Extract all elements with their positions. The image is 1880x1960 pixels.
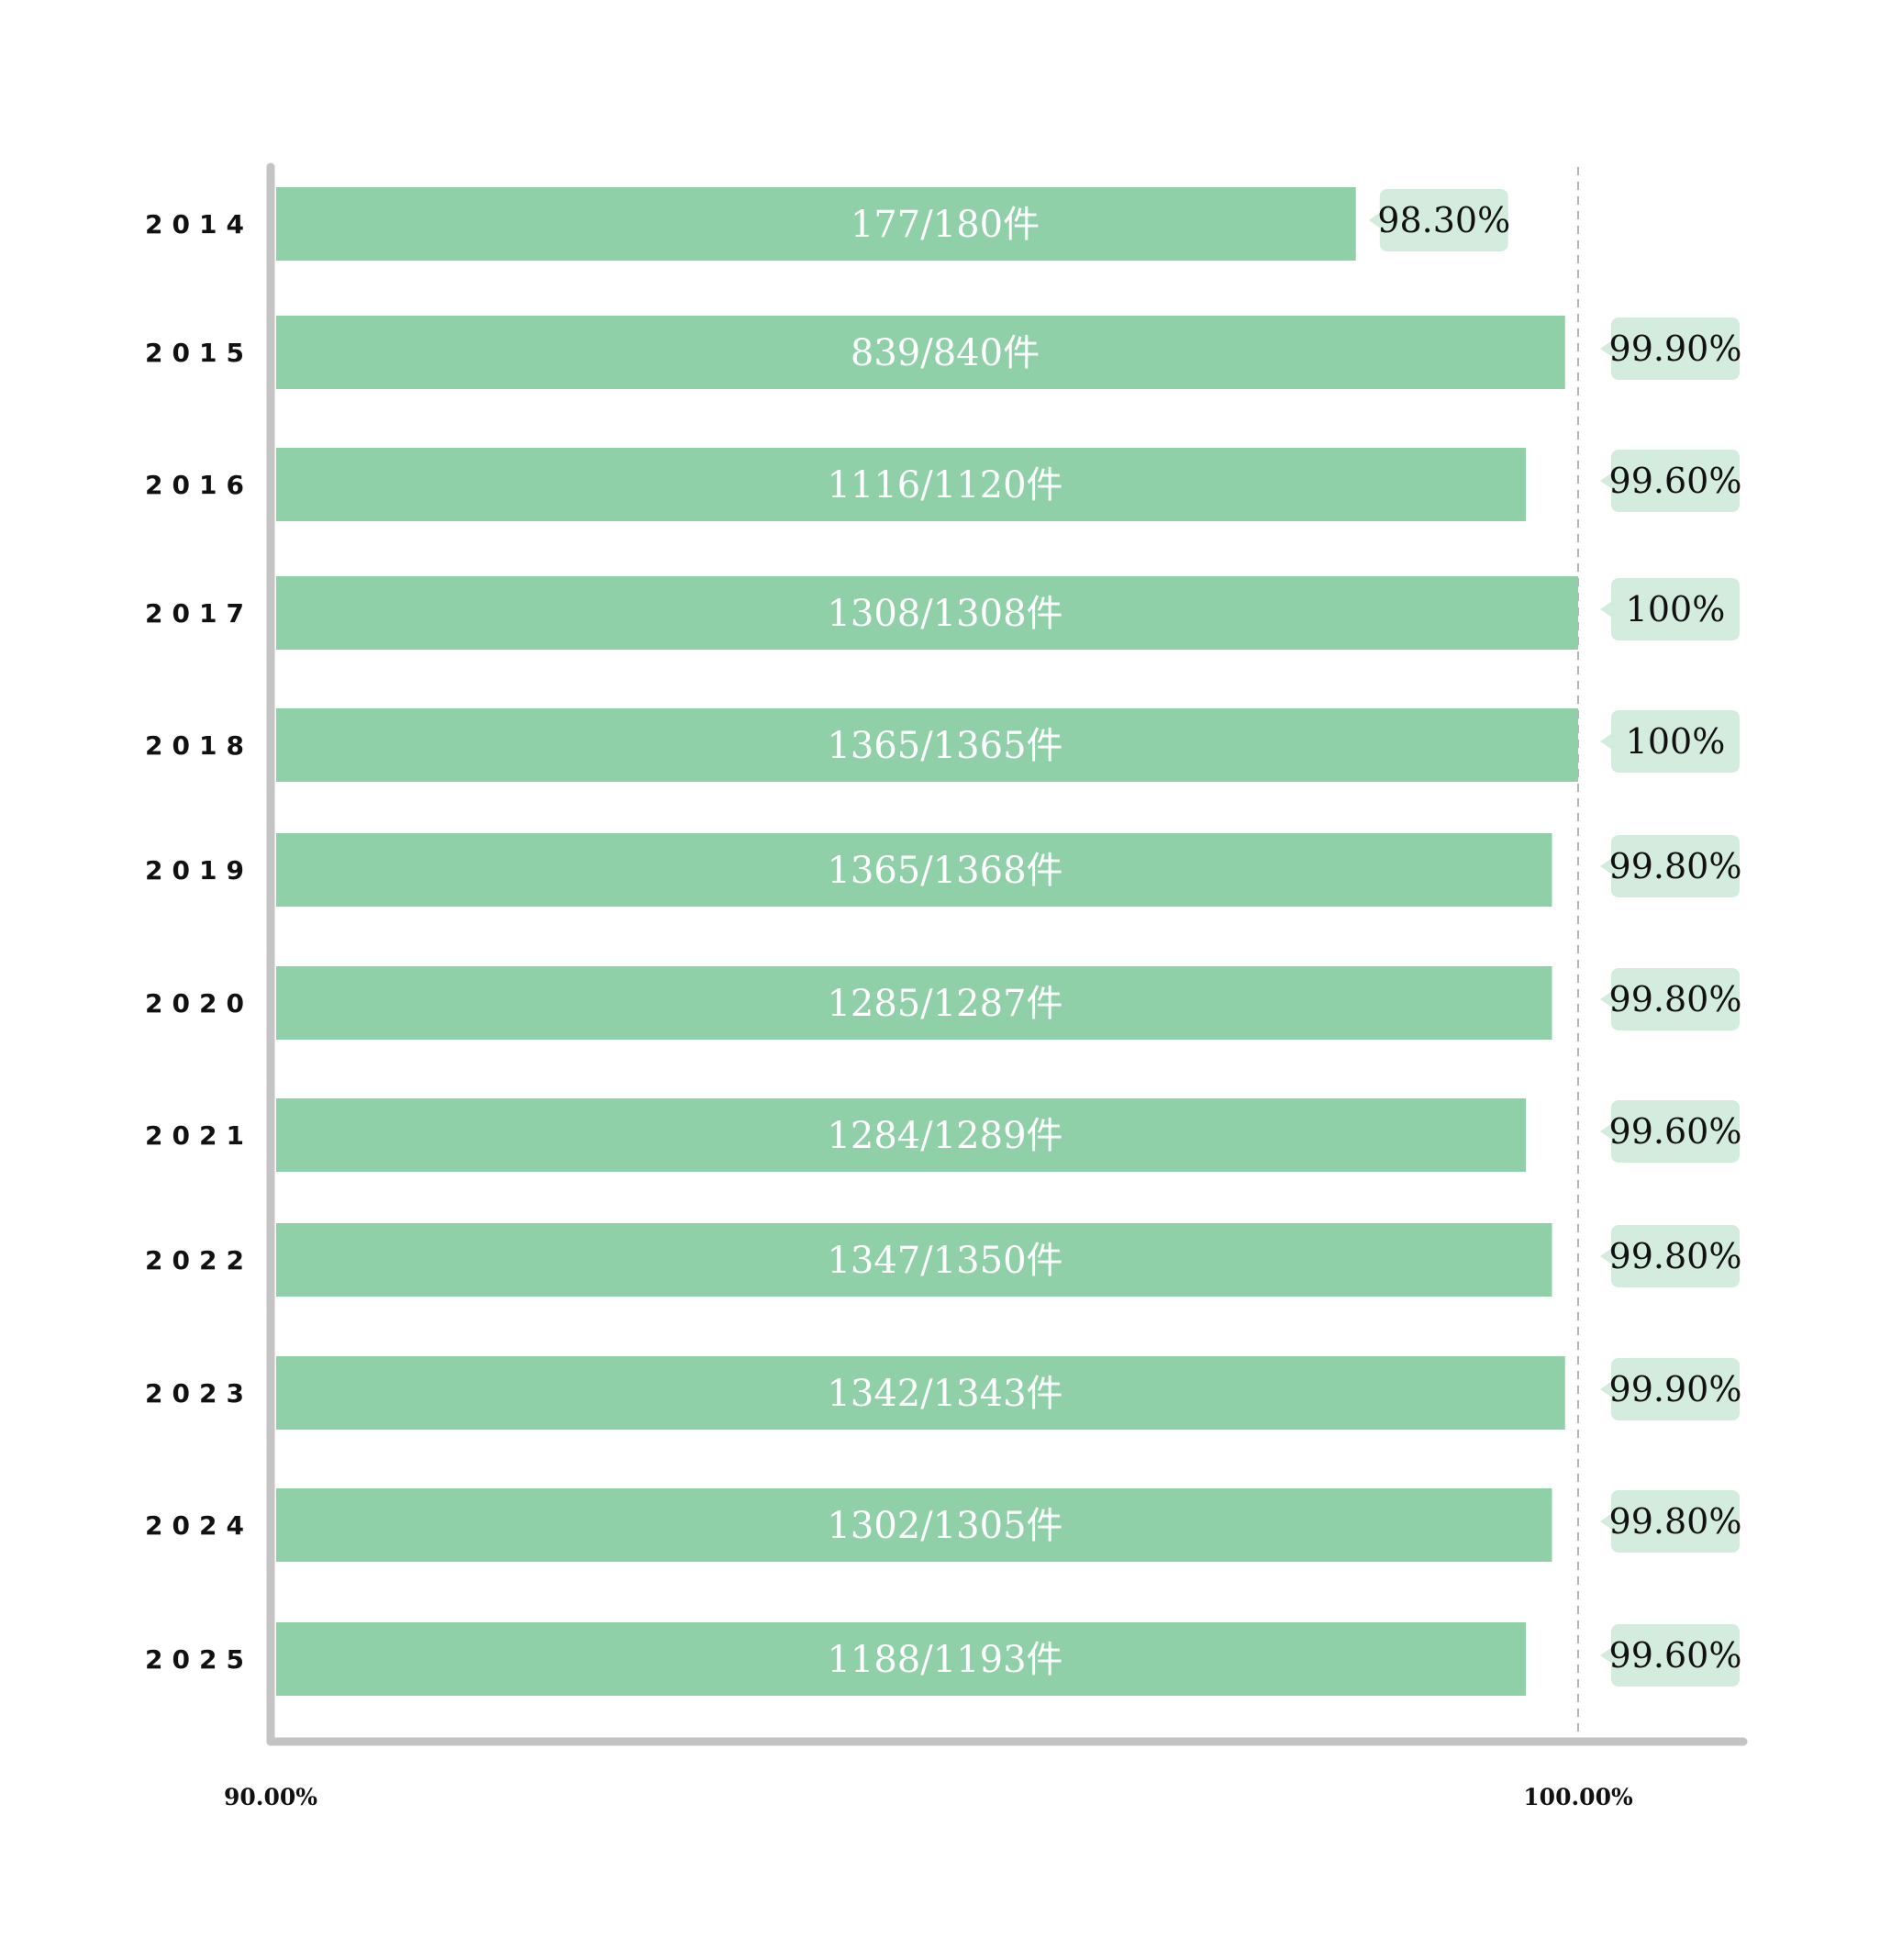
bar — [276, 966, 1552, 1040]
category-label: 2024 — [145, 1510, 253, 1541]
value-label: 99.80% — [1609, 846, 1742, 886]
category-label: 2018 — [145, 730, 253, 761]
category-label: 2022 — [145, 1245, 253, 1275]
value-label-box — [1611, 450, 1740, 512]
bar-count-label: 1284/1289件 — [827, 1115, 1062, 1157]
category-label: 2025 — [145, 1644, 253, 1675]
bar-count-label: 1116/1120件 — [827, 464, 1062, 507]
bar — [276, 1356, 1565, 1430]
bar-count-label: 1302/1305件 — [827, 1505, 1062, 1547]
value-label-pointer — [1600, 1123, 1612, 1140]
value-label-box — [1611, 1490, 1740, 1553]
x-tick-label: 90.00% — [224, 1784, 317, 1810]
value-label: 99.80% — [1609, 1236, 1742, 1276]
bar — [276, 448, 1526, 521]
value-label-pointer — [1368, 212, 1381, 228]
bar-count-label: 1342/1343件 — [827, 1373, 1062, 1415]
category-label: 2019 — [145, 855, 253, 885]
bar — [276, 708, 1578, 782]
bar-count-label: 1347/1350件 — [827, 1240, 1062, 1282]
value-label-pointer — [1600, 991, 1612, 1008]
axis-layer — [266, 162, 1748, 1746]
value-label: 99.60% — [1609, 461, 1742, 501]
bar — [276, 1223, 1552, 1297]
category-label: 2015 — [145, 338, 253, 368]
bar-count-label: 839/840件 — [851, 332, 1040, 374]
value-label-pointer — [1600, 473, 1612, 489]
value-label: 99.60% — [1609, 1635, 1742, 1676]
value-label-pointer — [1600, 601, 1612, 618]
value-label-box — [1611, 1358, 1740, 1420]
bar-count-label: 1285/1287件 — [827, 983, 1062, 1025]
value-label: 99.80% — [1609, 979, 1742, 1019]
bar — [276, 1622, 1526, 1696]
bar-count-label: 177/180件 — [851, 204, 1040, 246]
value-label-box — [1611, 1225, 1740, 1287]
bar — [276, 833, 1552, 907]
value-label-box — [1611, 1100, 1740, 1163]
value-label-pointer — [1600, 1647, 1612, 1664]
value-label-box — [1379, 189, 1508, 251]
value-label-box — [1611, 968, 1740, 1030]
bar-count-label: 1365/1365件 — [827, 725, 1062, 767]
value-label: 99.80% — [1609, 1501, 1742, 1542]
value-label: 100% — [1626, 589, 1726, 629]
bar — [276, 1488, 1552, 1562]
category-label: 2014 — [145, 209, 253, 239]
category-label: 2017 — [145, 598, 253, 629]
value-label-pointer — [1600, 1381, 1612, 1398]
bar — [276, 187, 1356, 261]
value-label-pointer — [1600, 340, 1612, 357]
x-tick-label: 100.00% — [1523, 1784, 1633, 1810]
category-label: 2023 — [145, 1378, 253, 1409]
value-label: 98.30% — [1377, 200, 1510, 240]
value-label-box — [1611, 317, 1740, 380]
value-label-box — [1611, 710, 1740, 773]
labels-layer: 2014 177/180件 98.30% 2015 839/840件 99.90% 2016… — [145, 189, 1741, 1810]
bar — [276, 316, 1565, 389]
bar-count-label: 1308/1308件 — [827, 593, 1062, 635]
value-label-pointer — [1600, 858, 1612, 874]
category-label: 2020 — [145, 988, 253, 1019]
value-label: 100% — [1626, 721, 1726, 762]
bar — [276, 576, 1578, 650]
value-label-pointer — [1600, 733, 1612, 750]
category-label: 2021 — [145, 1120, 253, 1151]
value-label-box — [1611, 1624, 1740, 1687]
value-label: 99.60% — [1609, 1111, 1742, 1152]
value-label-box — [1611, 835, 1740, 897]
value-label-box — [1611, 578, 1740, 640]
value-label-pointer — [1600, 1513, 1612, 1530]
value-label-pointer — [1600, 1248, 1612, 1264]
value-label: 99.90% — [1609, 329, 1742, 369]
bar-count-label: 1365/1368件 — [827, 850, 1062, 892]
bars-layer — [276, 187, 1578, 1696]
category-label: 2016 — [145, 470, 253, 500]
bar — [276, 1098, 1526, 1172]
value-label: 99.90% — [1609, 1369, 1742, 1409]
bar-count-label: 1188/1193件 — [827, 1639, 1062, 1681]
